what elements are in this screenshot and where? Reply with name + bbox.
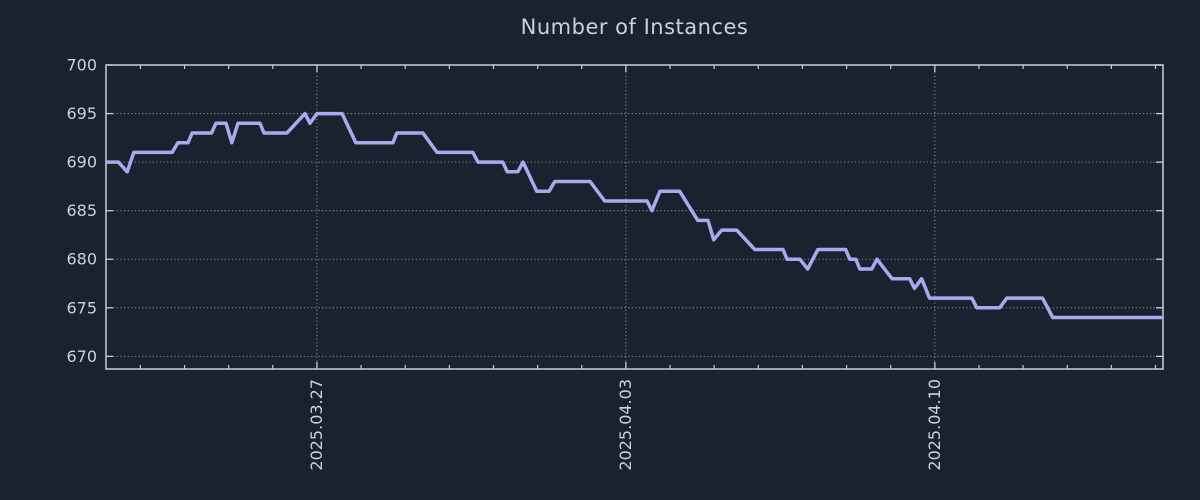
x-tick-label: 2025.04.03 (616, 379, 635, 471)
x-tick-label: 2025.04.10 (925, 379, 944, 471)
y-tick-label: 675 (66, 298, 97, 317)
y-tick-label: 670 (66, 347, 97, 366)
y-tick-label: 700 (66, 56, 97, 75)
chart-title: Number of Instances (520, 15, 749, 39)
y-tick-label: 695 (66, 104, 97, 123)
x-tick-label: 2025.03.27 (307, 379, 326, 471)
series-line (106, 111, 1163, 320)
y-tick-label: 685 (66, 201, 97, 220)
plot-border (105, 64, 1164, 370)
y-tick-label: 690 (66, 153, 97, 172)
y-tick-label: 680 (66, 250, 97, 269)
